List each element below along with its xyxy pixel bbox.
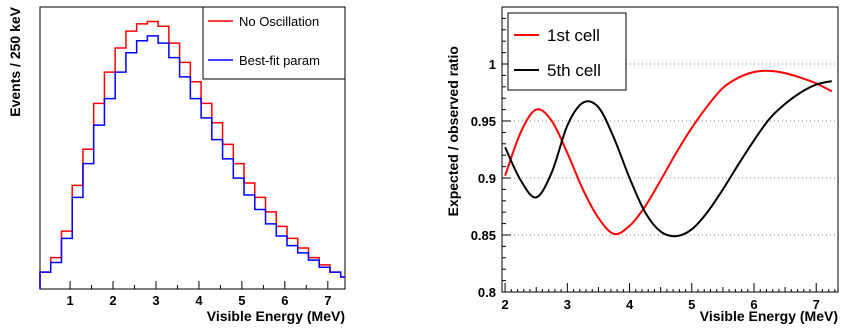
ratio-x-tick-label: 7	[813, 297, 820, 312]
histogram-series-line	[39, 35, 345, 289]
histogram-series-1	[39, 35, 345, 289]
histogram-x-tick-label: 3	[152, 293, 159, 308]
legend-label-best-fit: Best-fit param	[239, 53, 320, 68]
ratio-series-0	[504, 69, 833, 236]
ratio-y-tick-label: 0.9	[478, 171, 496, 186]
ratio-y-axis: 0.8 0.85 0.9 0.95 1	[471, 6, 511, 300]
ratio-series-layer	[504, 69, 833, 238]
ratio-y-tick-label: 0.85	[471, 228, 496, 243]
ratio-y-tick-label: 0.8	[478, 285, 496, 300]
histogram-x-tick-label: 7	[324, 293, 331, 308]
legend-label-1st-cell: 1st cell	[547, 26, 600, 45]
ratio-x-axis: 2 3 4 5 6 7	[501, 283, 836, 312]
legend-label-5th-cell: 5th cell	[547, 61, 601, 80]
ratio-chart: 2 3 4 5 6 7 0.8 0.85 0.9 0.95 1 Visible Energy (M…	[445, 6, 839, 324]
ratio-legend: 1st cell 5th cell	[507, 12, 627, 91]
histogram-y-axis-title: Events / 250 keV	[7, 6, 23, 116]
histogram-x-tick-label: 2	[109, 293, 116, 308]
ratio-y-tick-label: 0.95	[471, 114, 496, 129]
ratio-y-tick-label: 1	[489, 57, 496, 72]
ratio-x-tick-label: 4	[626, 297, 634, 312]
histogram-series-layer	[39, 20, 345, 289]
ratio-series-line	[504, 69, 833, 236]
ratio-x-tick-label: 6	[750, 297, 757, 312]
histogram-legend: No Oscillation Best-fit param	[202, 6, 346, 80]
histogram-x-axis-title: Visible Energy (MeV)	[207, 308, 345, 324]
ratio-x-tick-label: 3	[564, 297, 571, 312]
ratio-y-axis-title: Expected / observed ratio	[445, 46, 461, 216]
histogram-x-tick-label: 5	[238, 293, 245, 308]
histogram-legend-box	[202, 6, 346, 80]
histogram-x-tick-label: 1	[66, 293, 73, 308]
histogram-x-tick-label: 4	[195, 293, 203, 308]
ratio-series-line	[504, 80, 832, 238]
histogram-chart: 1 2 3 4 5 6 7 Visible Energy (MeV) Events / 25…	[7, 6, 346, 324]
ratio-series-1	[504, 80, 832, 238]
ratio-legend-box	[507, 12, 627, 91]
ratio-x-tick-label: 2	[501, 297, 508, 312]
histogram-x-axis: 1 2 3 4 5 6 7	[66, 281, 331, 308]
histogram-x-tick-label: 6	[281, 293, 288, 308]
ratio-x-tick-label: 5	[688, 297, 695, 312]
legend-label-no-oscillation: No Oscillation	[239, 14, 319, 29]
ratio-x-axis-title: Visible Energy (MeV)	[700, 308, 838, 324]
